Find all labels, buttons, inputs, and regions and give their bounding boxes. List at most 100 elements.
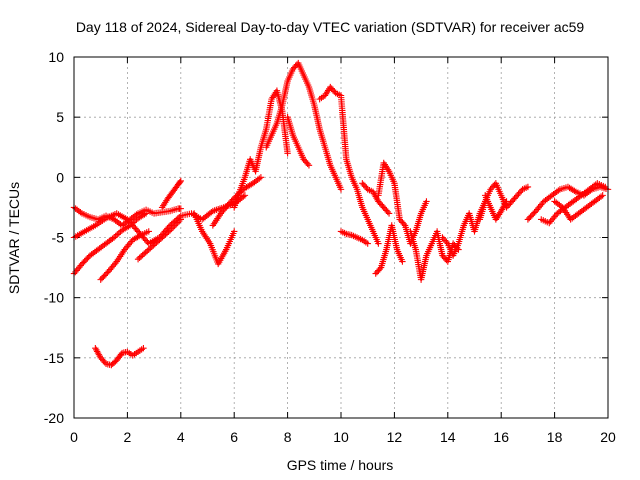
data-point [375, 240, 382, 247]
data-point-interp [173, 220, 180, 228]
series-track-1 [70, 204, 184, 229]
data-point [305, 162, 313, 169]
series-track-22 [524, 183, 612, 223]
y-tick-label: -10 [44, 290, 64, 306]
data-point [602, 183, 609, 191]
data-point-interp [144, 247, 151, 255]
x-tick-label: 10 [333, 429, 349, 445]
data-point-interp [136, 254, 143, 261]
series-track-5 [92, 345, 147, 369]
data-point-interp [165, 228, 172, 235]
x-tick-label: 20 [600, 429, 616, 445]
data-point [337, 186, 345, 193]
y-tick-label: -15 [44, 350, 64, 366]
x-tick-label: 14 [440, 429, 456, 445]
x-axis-label: GPS time / hours [287, 457, 394, 473]
series-track-16 [375, 159, 430, 247]
series-track-7 [158, 177, 184, 211]
series-track-10 [231, 87, 291, 211]
data-point-interp [208, 209, 215, 216]
x-tick-label: 0 [70, 429, 78, 445]
data-point [134, 255, 142, 263]
data-point-interp [163, 229, 171, 237]
series-track-3 [70, 210, 150, 277]
data-point [177, 216, 184, 223]
data-point-interp [148, 243, 156, 250]
y-tick-labels: 10 5 0 -5 -10 -15 -20 [44, 49, 64, 426]
y-tick-label: -20 [44, 410, 64, 426]
data-point-interp [376, 265, 383, 273]
data-point-interp [154, 238, 162, 245]
data-point [241, 192, 249, 199]
data-point-interp [174, 219, 181, 226]
data-point-interp [159, 233, 166, 241]
data-point [524, 183, 532, 191]
series-track-12 [284, 113, 313, 169]
x-tick-label: 12 [387, 429, 403, 445]
data-point-interp [140, 250, 148, 257]
y-tick-label: 10 [48, 49, 64, 65]
data-point-interp [171, 222, 178, 229]
data-point-interp [240, 193, 247, 200]
y-tick-label: -5 [52, 230, 65, 246]
x-tick-label: 16 [493, 429, 509, 445]
data-point [399, 258, 406, 265]
y-tick-label: 5 [56, 109, 64, 125]
data-point [423, 198, 430, 205]
data-point-interp [169, 223, 177, 231]
data-point-interp [147, 244, 154, 252]
data-point [177, 177, 184, 185]
data-point [145, 246, 152, 253]
data-point-interp [176, 178, 184, 186]
series-track-8 [190, 210, 238, 268]
data-point-interp [400, 220, 407, 228]
data-point [142, 210, 150, 217]
data-point-interp [160, 232, 168, 239]
data-point-interp [150, 242, 157, 249]
x-tick-label: 18 [547, 429, 563, 445]
data-point-interp [443, 238, 450, 246]
data-point [156, 236, 163, 244]
data-point-interp [304, 160, 311, 167]
series-track-6 [134, 216, 184, 263]
data-point [177, 205, 184, 212]
chart-title: Day 118 of 2024, Sidereal Day-to-day VTE… [76, 19, 585, 35]
y-tick-label: 0 [56, 169, 64, 185]
y-axis-label: SDTVAR / TECUs [6, 182, 22, 294]
data-point-interp [142, 249, 149, 256]
data-point-interp [162, 231, 169, 238]
x-tick-label: 8 [284, 429, 292, 445]
data-point [599, 192, 606, 199]
x-tick-label: 2 [124, 429, 132, 445]
series-track-24 [551, 192, 606, 223]
series-track-14 [337, 228, 371, 247]
data-point [284, 150, 291, 157]
plot-frame [73, 56, 609, 419]
series-track-21 [481, 192, 510, 223]
data-markers [70, 59, 612, 369]
data-point [364, 240, 371, 247]
series-track-4 [97, 228, 152, 283]
series-track-17 [372, 222, 406, 277]
series-track-15 [359, 180, 393, 217]
data-point [166, 227, 174, 234]
data-point [503, 198, 510, 205]
data-point [140, 345, 147, 352]
series-track-18 [407, 228, 462, 283]
data-point-interp [168, 225, 175, 232]
data-point-interp [153, 239, 160, 246]
data-point-interp [137, 253, 145, 260]
data-point-interp [115, 229, 123, 237]
data-point [145, 228, 152, 235]
data-point-interp [151, 240, 159, 248]
x-tick-label: 4 [177, 429, 185, 445]
series-track-13 [316, 83, 382, 247]
data-point [257, 174, 265, 181]
data-point-interp [176, 217, 183, 225]
x-tick-labels: 0 2 4 6 8 10 12 14 16 18 20 [70, 429, 616, 445]
data-point-interp [139, 251, 146, 259]
x-tick-label: 6 [230, 429, 238, 445]
data-point-interp [114, 231, 121, 238]
data-point [231, 228, 238, 235]
